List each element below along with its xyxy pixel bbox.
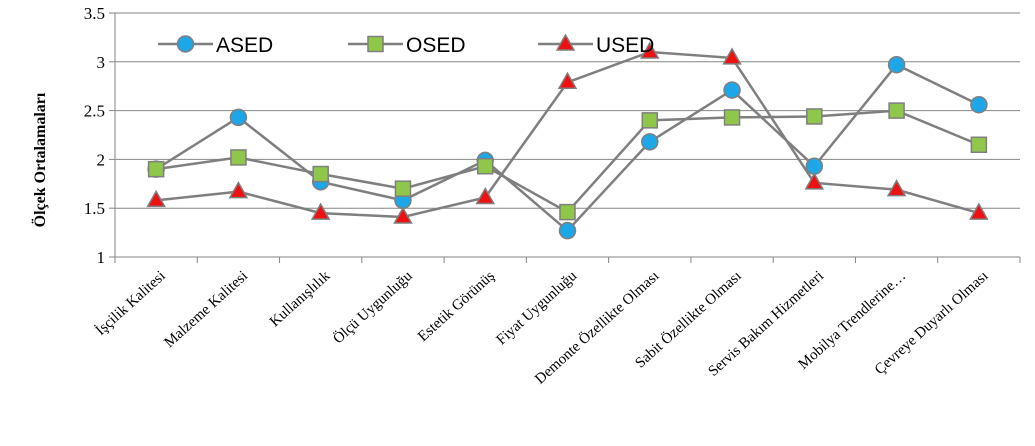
data-point-osed <box>394 180 412 197</box>
y-tick-label: 2.5 <box>84 102 105 121</box>
x-tick-label: Kullanışlılık <box>267 268 334 330</box>
data-point-ased <box>970 95 988 114</box>
x-tick-label: Ölçü Uygunluğu <box>330 267 416 347</box>
series-osed <box>147 102 988 221</box>
data-point-osed <box>970 136 988 154</box>
y-tick-label: 3.5 <box>84 4 105 23</box>
data-point-osed <box>888 102 905 119</box>
legend-marker-used <box>555 33 576 51</box>
data-point-osed <box>230 149 247 166</box>
x-tick-label: Malzeme Kalitesi <box>161 268 251 351</box>
data-point-used <box>722 47 742 65</box>
series-used <box>146 41 989 224</box>
series-line-osed <box>155 109 980 214</box>
y-tick-label: 1 <box>97 248 106 267</box>
legend-marker-osed <box>367 35 384 53</box>
data-point-ased <box>887 55 906 74</box>
data-point-used <box>886 179 907 197</box>
axes <box>109 12 1021 263</box>
y-axis-label: Ölçek Ortalamaları <box>31 92 49 227</box>
grid-lines <box>115 12 1020 209</box>
data-point-osed <box>559 203 576 221</box>
y-tick-label: 3 <box>97 53 106 72</box>
data-point-used <box>639 41 660 59</box>
y-tick-label: 1.5 <box>84 199 105 218</box>
series-group <box>146 41 989 240</box>
legend-label-ased: ASED <box>216 34 273 57</box>
data-point-ased <box>229 108 248 127</box>
legend-item-osed: OSED <box>348 34 466 57</box>
data-point-used <box>557 71 578 90</box>
x-tick-label: Estetik Görünüş <box>415 268 498 345</box>
data-point-used <box>804 172 825 190</box>
data-point-osed <box>641 112 659 129</box>
legend-marker-ased <box>176 35 195 53</box>
legend: ASED OSED USED <box>158 33 654 57</box>
data-point-used <box>393 206 413 224</box>
data-point-osed <box>476 157 494 175</box>
data-point-ased <box>805 157 824 175</box>
data-point-osed <box>723 109 741 126</box>
data-point-used <box>475 186 496 205</box>
data-point-used <box>228 181 249 199</box>
y-tick-labels: 1 1.5 2 2.5 3 3.5 <box>84 4 105 267</box>
data-point-used <box>310 202 331 220</box>
data-point-ased <box>723 81 741 99</box>
x-tick-label: İşçilik Kalitesi <box>93 268 169 339</box>
data-point-used <box>969 202 989 220</box>
data-point-ased <box>558 221 577 240</box>
data-point-ased <box>641 133 659 151</box>
data-point-osed <box>312 165 329 183</box>
legend-label-osed: OSED <box>406 34 466 57</box>
data-point-osed <box>806 108 823 125</box>
legend-item-used: USED <box>538 33 654 57</box>
x-tick-label: Fiyat Uygunluğu <box>494 268 581 349</box>
legend-label-used: USED <box>596 34 654 57</box>
legend-item-ased: ASED <box>158 34 273 57</box>
data-point-osed <box>147 160 165 178</box>
y-tick-label: 2 <box>97 150 106 169</box>
data-point-used <box>146 189 166 208</box>
